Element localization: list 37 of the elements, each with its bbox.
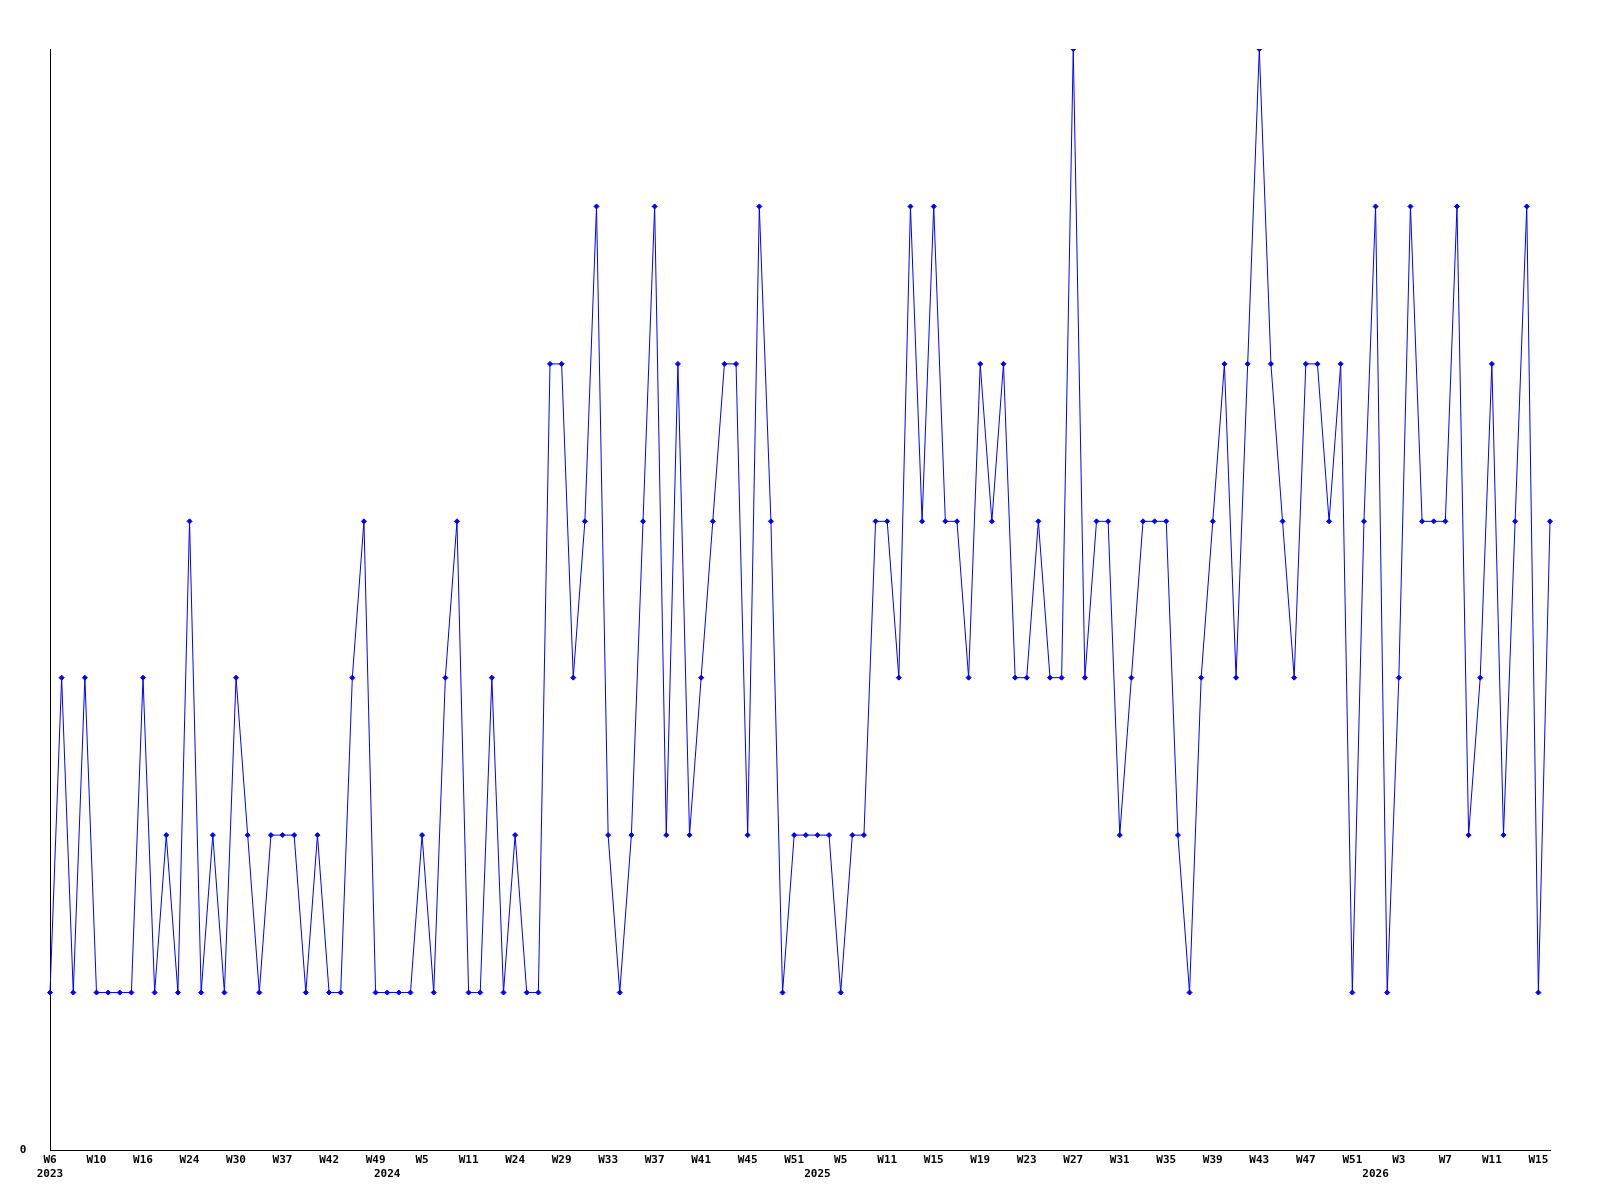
x-tick-label: W47 — [1295, 1153, 1316, 1167]
x-tick-label: W11 — [1481, 1153, 1503, 1167]
x-tick-label: W43 — [1249, 1153, 1270, 1167]
x-tick-label: W10 — [86, 1153, 107, 1167]
text: 0 — [19, 1142, 27, 1156]
x-tick-label: W31 — [1109, 1153, 1131, 1167]
x-tick-label: 2026 — [1362, 1166, 1390, 1180]
x-tick-label: W41 — [691, 1153, 712, 1167]
x-tick-label: W24 — [505, 1153, 526, 1167]
x-tick-label: W51 — [1342, 1153, 1363, 1167]
x-tick-label: W16 — [133, 1153, 154, 1167]
x-tick-label: W33 — [598, 1153, 619, 1167]
x-tick-label: W23 — [1016, 1153, 1037, 1167]
x-tick-label: W27 — [1063, 1153, 1084, 1167]
x-tick-label: W19 — [970, 1153, 991, 1167]
x-tick-label: W3 — [1392, 1153, 1406, 1167]
x-tick-label: W51 — [784, 1153, 805, 1167]
x-tick-label: W35 — [1156, 1153, 1177, 1167]
x-tick-label: 2024 — [373, 1166, 401, 1180]
x-tick-label: W7 — [1438, 1153, 1452, 1167]
x-tick-label: W15 — [923, 1153, 944, 1167]
x-tick-label: W45 — [737, 1153, 758, 1167]
x-tick-label: W30 — [226, 1153, 246, 1167]
x-tick-label: W37 — [644, 1153, 665, 1167]
x-tick-label: W5 — [415, 1153, 429, 1167]
x-tick-label: W29 — [551, 1153, 572, 1167]
x-tick-label: W24 — [179, 1153, 200, 1167]
x-tick-label: 2025 — [804, 1166, 831, 1180]
x-tick-label: W37 — [272, 1153, 293, 1167]
x-tick-label: W11 — [877, 1153, 898, 1167]
x-tick-label: W39 — [1202, 1153, 1223, 1167]
x-tick-label: W5 — [834, 1153, 848, 1167]
x-tick-label: W15 — [1528, 1153, 1549, 1167]
x-tick-label: W11 — [458, 1153, 479, 1167]
x-tick-label: W42 — [319, 1153, 340, 1167]
x-tick-label: W6 2023 — [36, 1153, 64, 1180]
x-tick-label: W49 — [365, 1153, 386, 1167]
